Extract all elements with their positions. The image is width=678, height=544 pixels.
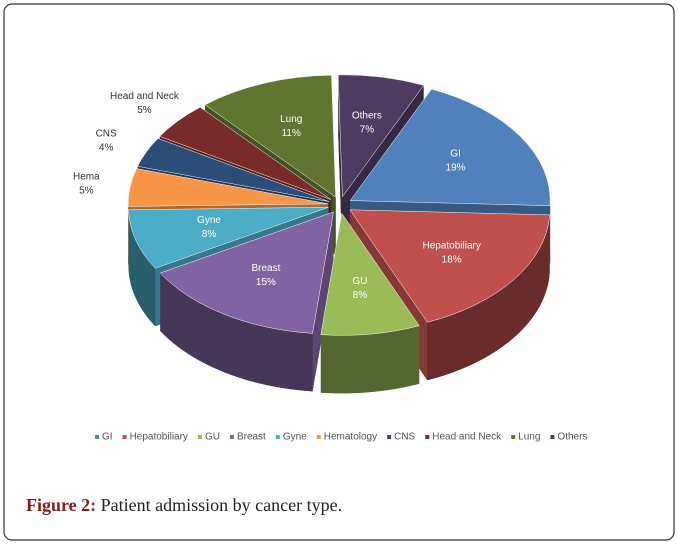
- legend-swatch: [425, 435, 430, 439]
- pie-slice: [349, 88, 551, 206]
- legend-label: Gyne: [283, 432, 307, 443]
- legend-label: Lung: [518, 432, 540, 443]
- slice-value-label: 19%: [446, 162, 466, 173]
- legend-label: CNS: [394, 432, 415, 443]
- legend-swatch: [275, 435, 280, 439]
- pie-slice: [159, 211, 334, 334]
- slice-value-label: 8%: [353, 290, 368, 301]
- legend-label: GI: [102, 432, 113, 443]
- legend-swatch: [387, 435, 392, 439]
- slice-label: Hepatobiliary: [422, 241, 480, 252]
- slice-label: GI: [450, 148, 461, 159]
- pie-slice: [128, 207, 329, 269]
- pie-slice: [159, 106, 331, 200]
- slice-label: Head and Neck: [110, 91, 180, 102]
- legend-swatch: [122, 435, 127, 439]
- pie-slice: [349, 209, 550, 323]
- slice-value-label: 18%: [442, 255, 462, 266]
- slice-value-label: 8%: [202, 229, 217, 240]
- legend: GI Hepatobiliary GU Breast Gyne Hematology CNS…: [95, 432, 587, 443]
- caption: Figure 2: Patient admission by cancer ty…: [26, 495, 342, 516]
- pie-slice: [320, 212, 420, 336]
- slice-wall: [338, 74, 343, 255]
- slice-value-label: 5%: [137, 105, 152, 116]
- legend-swatch: [95, 435, 99, 439]
- legend-swatch: [511, 435, 516, 439]
- slice-label: CNS: [96, 129, 117, 140]
- slice-label: Breast: [251, 263, 280, 274]
- legend-label: GU: [205, 432, 220, 443]
- pie-slice: [127, 168, 329, 207]
- legend-label: Breast: [237, 432, 266, 443]
- slice-label: GU: [352, 276, 367, 287]
- pie-slice: [137, 138, 330, 202]
- legend-swatch: [197, 435, 202, 439]
- legend-label: Head and Neck: [432, 432, 502, 443]
- legend-swatch: [550, 435, 555, 439]
- slice-label: Others: [352, 110, 382, 121]
- slice-label: Gyne: [197, 215, 221, 226]
- caption-label: Figure 2:: [26, 495, 97, 515]
- pie-slice: [337, 74, 425, 198]
- legend-swatch: [229, 435, 234, 439]
- legend-label: Hepatobiliary: [130, 432, 188, 443]
- slice-value-label: 11%: [282, 128, 301, 139]
- slice-value-label: 7%: [360, 124, 375, 135]
- pie-slice: [204, 74, 336, 198]
- slice-value-label: 5%: [79, 185, 94, 196]
- slice-value-label: 4%: [99, 143, 114, 154]
- slice-side: [320, 325, 420, 394]
- slice-label: Lung: [280, 114, 302, 125]
- slice-value-label: 15%: [256, 277, 276, 288]
- legend-label: Hematology: [324, 432, 377, 443]
- legend-label: Others: [557, 432, 587, 443]
- legend-swatch: [316, 435, 321, 439]
- slice-label: Hema: [73, 171, 100, 182]
- caption-text: Patient admission by cancer type.: [100, 495, 343, 515]
- slice-side: [427, 214, 550, 381]
- slice-side: [160, 273, 313, 392]
